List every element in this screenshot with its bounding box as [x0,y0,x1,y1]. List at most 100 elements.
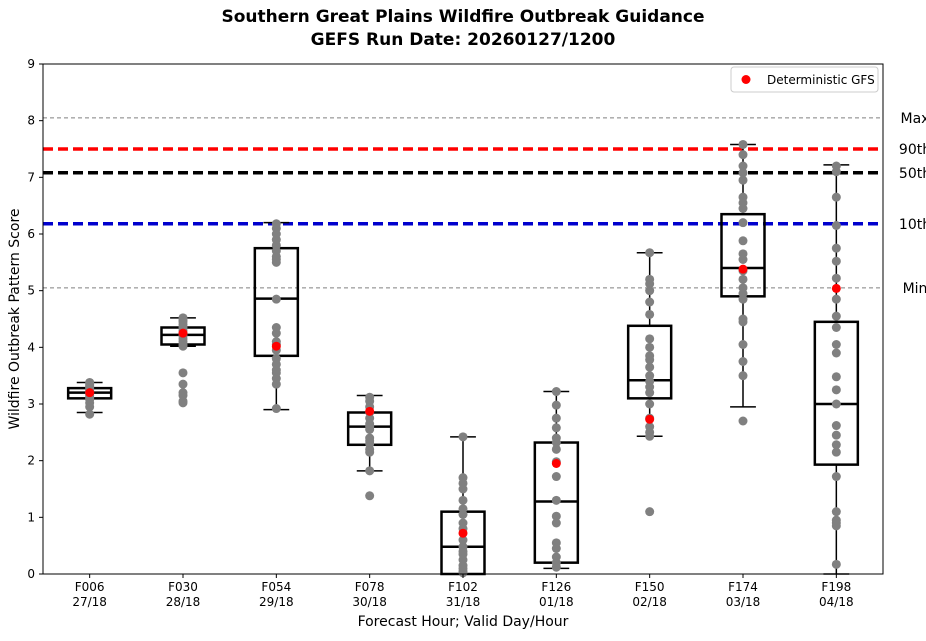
y-tick-label: 1 [27,510,35,524]
reference-label-max: Max [901,111,926,127]
ensemble-member-point [831,472,841,482]
ensemble-member-point [831,243,841,253]
ensemble-member-point [831,430,841,440]
ensemble-member-point [645,297,655,307]
ensemble-member-point [831,507,841,517]
ensemble-member-point [738,139,748,149]
ensemble-member-point [551,472,561,482]
ensemble-member-point [738,218,748,228]
ensemble-member-point [645,342,655,352]
ensemble-member-point [645,507,655,517]
ensemble-member-point [738,357,748,366]
ensemble-member-point [645,422,655,432]
x-tick-label-hour: F054 [261,580,291,594]
ensemble-member-point [645,248,655,258]
ensemble-member-point [271,294,281,304]
x-tick-label-hour: F030 [168,580,198,594]
x-tick-label-valid: 01/18 [539,595,574,609]
ensemble-member-point [551,400,561,410]
reference-label-90th: 90th [899,142,926,158]
deterministic-gfs-point [458,528,468,538]
deterministic-gfs-point [645,414,655,424]
ensemble-member-point [85,377,95,387]
y-tick-label: 4 [27,340,35,354]
ensemble-member-point [271,404,281,414]
y-tick-label: 5 [27,284,35,298]
ensemble-member-point [551,511,561,521]
ensemble-member-point [831,372,841,382]
ensemble-member-point [831,161,841,171]
x-tick-label-valid: 02/18 [632,595,667,609]
ensemble-member-point [831,559,841,569]
x-tick-label-hour: F102 [448,580,478,594]
x-axis-label: Forecast Hour; Valid Day/Hour [358,614,569,630]
ensemble-member-point [271,323,281,332]
ensemble-member-point [738,283,748,293]
ensemble-member-point [738,175,748,185]
reference-label-50th: 50th [899,166,926,182]
box-group-f078 [346,392,393,501]
ensemble-member-point [738,416,748,426]
y-axis-label: Wildfire Outbreak Pattern Score [7,208,23,429]
ensemble-member-point [178,368,188,378]
ensemble-member-point [271,354,281,364]
ensemble-member-point [831,348,841,358]
x-tick-label-valid: 27/18 [72,595,107,609]
deterministic-gfs-point [85,388,95,398]
ensemble-member-point [738,192,748,202]
x-tick-label-hour: F078 [355,580,385,594]
box-group-f054 [253,219,300,414]
ensemble-member-point [458,535,468,545]
ensemble-member-point [458,495,468,505]
box-plots [66,139,860,578]
ensemble-member-point [551,538,561,548]
ensemble-member-point [645,274,655,284]
ensemble-member-point [458,518,468,528]
ensemble-member-point [551,495,561,505]
ensemble-member-point [738,236,748,246]
ensemble-member-point [551,423,561,433]
ensemble-member-point [831,273,841,283]
ensemble-member-point [85,409,95,419]
box-group-f126 [533,387,580,572]
chart-subtitle: GEFS Run Date: 20260127/1200 [311,30,616,50]
x-tick-label-hour: F174 [728,580,758,594]
ensemble-member-point [831,311,841,321]
ensemble-member-point [458,432,468,442]
ensemble-member-point [738,340,748,349]
ensemble-member-point [178,379,188,389]
ensemble-member-point [551,552,561,562]
x-tick-label-valid: 29/18 [259,595,294,609]
ensemble-member-point [645,362,655,372]
ensemble-member-point [831,515,841,525]
legend-deterministic-marker [741,75,751,84]
ensemble-member-point [551,444,561,454]
ensemble-member-point [831,421,841,431]
ensemble-member-point [831,385,841,395]
x-tick-label-hour: F126 [541,580,571,594]
chart-title: Southern Great Plains Wildfire Outbreak … [222,7,705,27]
ensemble-member-point [738,150,748,160]
ensemble-member-point [178,388,188,398]
ensemble-member-point [738,371,748,381]
ensemble-member-point [738,168,748,178]
y-tick-label: 2 [27,454,35,468]
ensemble-member-point [831,340,841,349]
x-tick-label-valid: 03/18 [726,595,761,609]
ensemble-member-point [365,433,375,443]
ensemble-member-point [831,221,841,230]
x-tick-label-hour: F006 [75,580,105,594]
ensemble-member-point [645,286,655,296]
x-tick-label-hour: F150 [635,580,665,594]
ensemble-member-point [551,413,561,423]
ensemble-member-point [551,433,561,443]
legend-label: Deterministic GFS [767,73,875,87]
y-tick-label: 3 [27,397,35,411]
ensemble-member-point [738,314,748,324]
box-group-f174 [720,139,766,426]
ensemble-member-point [831,399,841,409]
box-group-f030 [160,313,206,408]
y-tick-label: 0 [27,567,35,581]
